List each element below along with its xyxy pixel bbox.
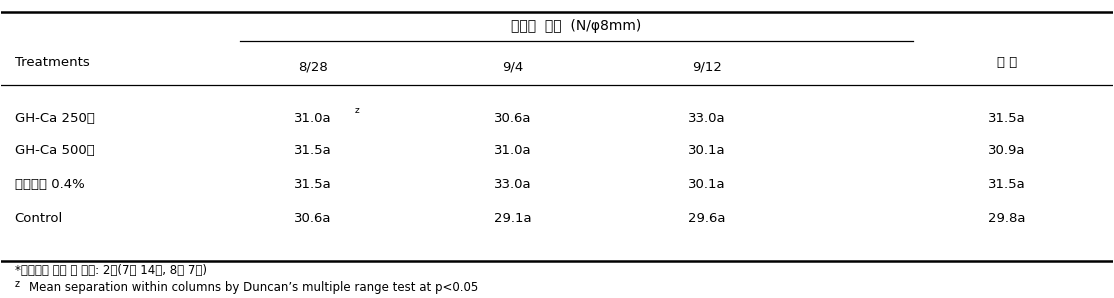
Text: 33.0a: 33.0a: [688, 112, 726, 125]
Text: 염화칼싘 0.4%: 염화칼싘 0.4%: [14, 178, 85, 191]
Text: 31.0a: 31.0a: [494, 145, 531, 157]
Text: 9/12: 9/12: [692, 61, 722, 74]
Text: 과육의  경도  (N/φ8mm): 과육의 경도 (N/φ8mm): [511, 19, 642, 33]
Text: 31.0a: 31.0a: [294, 112, 331, 125]
Text: 평 균: 평 균: [997, 56, 1017, 69]
Text: 29.1a: 29.1a: [494, 212, 531, 225]
Text: 30.1a: 30.1a: [688, 178, 726, 191]
Text: z: z: [14, 280, 20, 289]
Text: 30.6a: 30.6a: [294, 212, 331, 225]
Text: 31.5a: 31.5a: [294, 145, 331, 157]
Text: 30.6a: 30.6a: [494, 112, 531, 125]
Text: Control: Control: [14, 212, 63, 225]
Text: GH-Ca 500배: GH-Ca 500배: [14, 145, 95, 157]
Text: GH-Ca 250배: GH-Ca 250배: [14, 112, 95, 125]
Text: 30.9a: 30.9a: [988, 145, 1026, 157]
Text: 30.1a: 30.1a: [688, 145, 726, 157]
Text: *수체살포 횟수 및 시기: 2횟(7월 14일, 8월 7일): *수체살포 횟수 및 시기: 2횟(7월 14일, 8월 7일): [14, 264, 207, 277]
Text: Mean separation within columns by Duncan’s multiple range test at p<0.05: Mean separation within columns by Duncan…: [29, 280, 478, 294]
Text: 8/28: 8/28: [297, 61, 328, 74]
Text: 31.5a: 31.5a: [988, 112, 1026, 125]
Text: 31.5a: 31.5a: [988, 178, 1026, 191]
Text: Treatments: Treatments: [14, 56, 89, 69]
Text: z: z: [354, 106, 360, 115]
Text: 31.5a: 31.5a: [294, 178, 331, 191]
Text: 29.6a: 29.6a: [688, 212, 725, 225]
Text: 33.0a: 33.0a: [494, 178, 531, 191]
Text: 9/4: 9/4: [502, 61, 524, 74]
Text: 29.8a: 29.8a: [988, 212, 1026, 225]
